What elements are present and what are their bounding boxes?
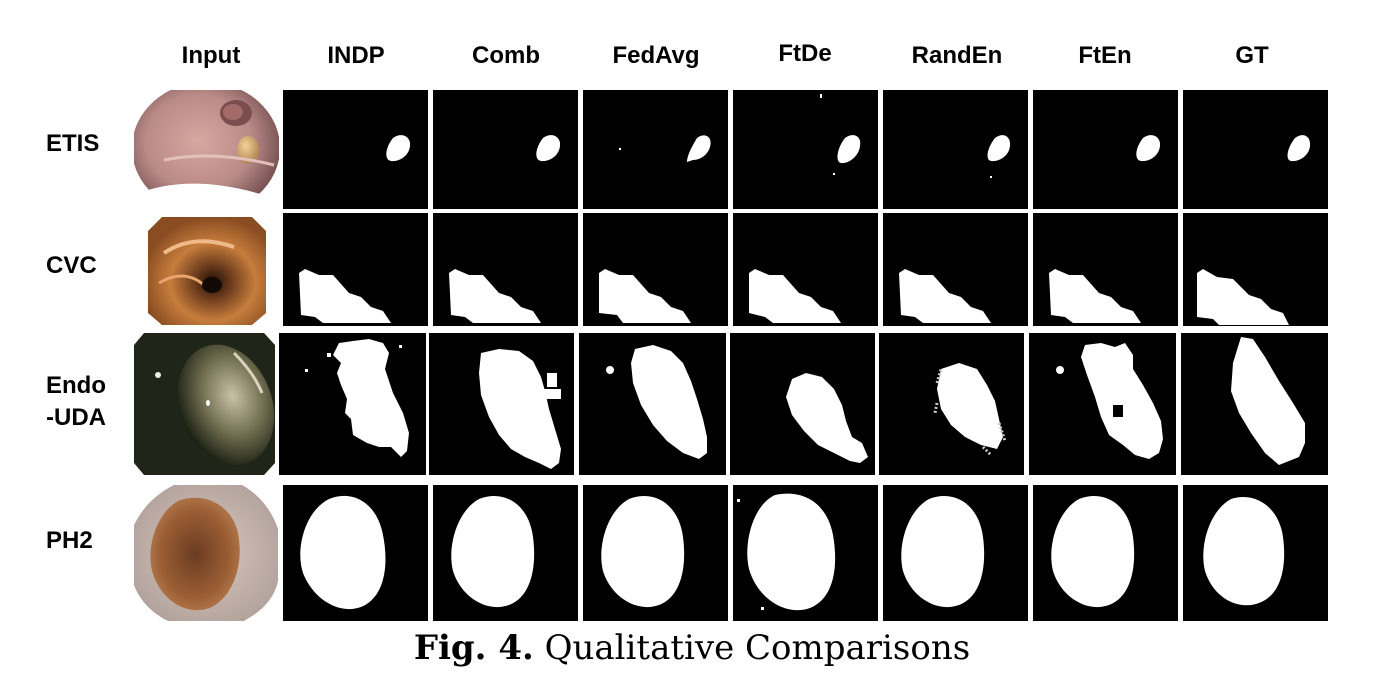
column-header-indp: INDP: [327, 42, 385, 69]
mask-endo-uda-comb: [429, 333, 574, 475]
mask-ph2-fedavg: [583, 485, 728, 621]
figure-caption-text: Qualitative Comparisons: [544, 628, 971, 668]
mask-endo-uda-indp: [279, 333, 426, 475]
input-image-etis: [134, 90, 279, 209]
mask-ph2-randen: [883, 485, 1028, 621]
mask-endo-uda-fedavg: [579, 333, 726, 475]
mask-etis-indp: [283, 90, 428, 209]
mask-etis-gt: [1183, 90, 1328, 209]
column-header-fedavg: FedAvg: [612, 42, 700, 69]
mask-ph2-ftde: [733, 485, 878, 621]
column-header-comb: Comb: [472, 42, 540, 69]
mask-cvc-gt: [1183, 213, 1328, 326]
mask-cvc-randen: [883, 213, 1028, 326]
mask-endo-uda-randen: [879, 333, 1024, 475]
mask-etis-randen: [883, 90, 1028, 209]
mask-cvc-comb: [433, 213, 578, 326]
row-header-endo-uda: Endo -UDA: [46, 372, 106, 431]
mask-etis-comb: [433, 90, 578, 209]
mask-etis-ftde: [733, 90, 878, 209]
mask-etis-ften: [1033, 90, 1178, 209]
row-header-ph2: PH2: [46, 527, 93, 554]
mask-endo-uda-ften: [1029, 333, 1176, 475]
mask-cvc-fedavg: [583, 213, 728, 326]
figure-caption: Fig. 4. Qualitative Comparisons: [0, 628, 1384, 668]
mask-cvc-ften: [1033, 213, 1178, 326]
mask-endo-uda-gt: [1181, 333, 1328, 475]
input-image-cvc: [134, 213, 279, 326]
mask-endo-uda-ftde: [730, 333, 875, 475]
input-image-ph2: [134, 485, 278, 621]
mask-cvc-indp: [283, 213, 428, 326]
column-header-input: Input: [181, 42, 241, 69]
row-header-cvc: CVC: [46, 252, 97, 279]
mask-ph2-indp: [283, 485, 428, 621]
mask-cvc-ftde: [733, 213, 878, 326]
figure-label: Fig. 4.: [413, 628, 534, 668]
mask-ph2-gt: [1183, 485, 1328, 621]
mask-ph2-comb: [433, 485, 578, 621]
mask-ph2-ften: [1033, 485, 1178, 621]
column-header-randen: RandEn: [911, 42, 1003, 69]
row-header-etis: ETIS: [46, 130, 100, 157]
column-header-ftde: FtDe: [778, 40, 832, 67]
input-image-endo-uda: [134, 333, 275, 475]
mask-etis-fedavg: [583, 90, 728, 209]
column-header-gt: GT: [1235, 42, 1269, 69]
column-header-ften: FtEn: [1078, 42, 1132, 69]
